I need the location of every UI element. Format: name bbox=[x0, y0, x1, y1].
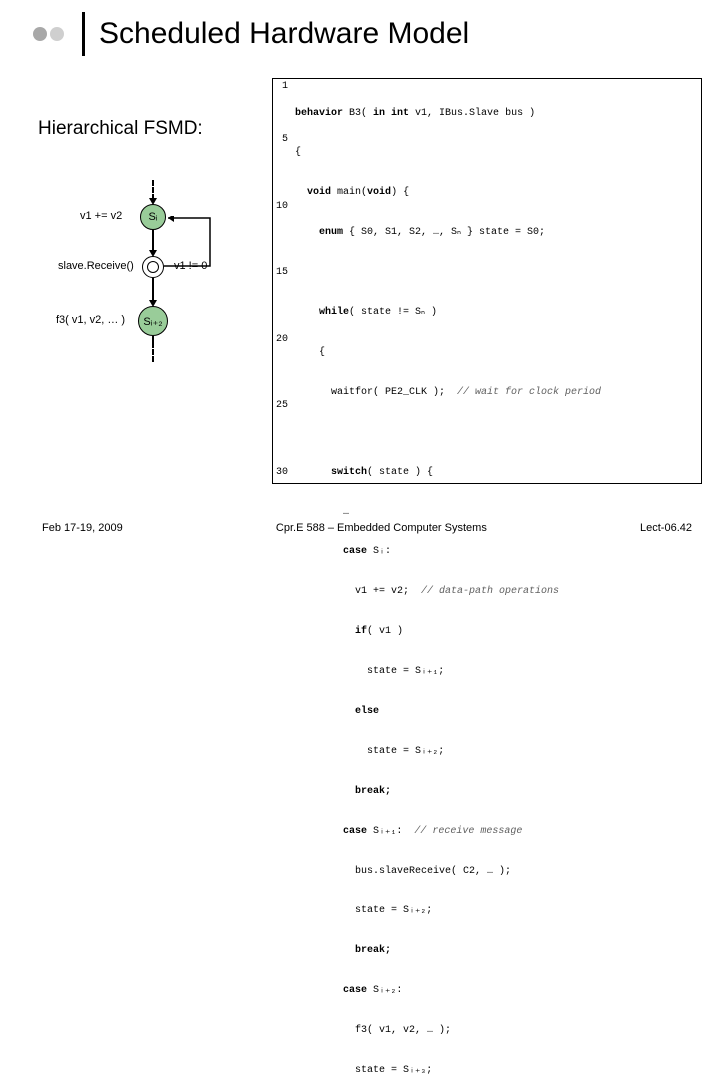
decision-node bbox=[142, 256, 164, 278]
bullet-row bbox=[16, 27, 64, 41]
footer: Feb 17-19, 2009 Cpr.E 588 – Embedded Com… bbox=[0, 522, 720, 534]
slide-header: Scheduled Hardware Model bbox=[0, 0, 720, 56]
bullet-3 bbox=[50, 27, 64, 41]
code-lines: behavior B3( in int v1, IBus.Slave bus )… bbox=[291, 79, 701, 483]
footer-course: Cpr.E 588 – Embedded Computer Systems bbox=[276, 522, 487, 534]
footer-page: Lect-06.42 bbox=[640, 522, 692, 534]
recv-label: slave.Receive() bbox=[58, 260, 134, 272]
bullet-1 bbox=[16, 27, 30, 41]
state-si-label: Sᵢ bbox=[148, 211, 157, 223]
loop-arrow bbox=[164, 216, 224, 270]
fsmd-diagram: Sᵢ v1 += v2 slave.Receive() v1 != 0 Sᵢ₊₂… bbox=[66, 180, 246, 440]
op1-label: v1 += v2 bbox=[80, 210, 122, 222]
title-divider bbox=[82, 12, 85, 56]
content-area: Hierarchical FSMD: Sᵢ v1 += v2 slave.Rec… bbox=[0, 70, 720, 514]
bullet-2 bbox=[33, 27, 47, 41]
slide-title: Scheduled Hardware Model bbox=[99, 17, 469, 51]
footer-date: Feb 17-19, 2009 bbox=[42, 522, 123, 534]
state-si: Sᵢ bbox=[140, 204, 166, 230]
call-label: f3( v1, v2, … ) bbox=[56, 314, 125, 326]
code-box: 1 5 10 15 20 25 30 behavior B3( in int v… bbox=[272, 78, 702, 484]
state-si2: Sᵢ₊₂ bbox=[138, 306, 168, 336]
subtitle: Hierarchical FSMD: bbox=[38, 118, 203, 140]
line-numbers: 1 5 10 15 20 25 30 bbox=[273, 79, 291, 483]
state-si2-label: Sᵢ₊₂ bbox=[143, 315, 162, 328]
